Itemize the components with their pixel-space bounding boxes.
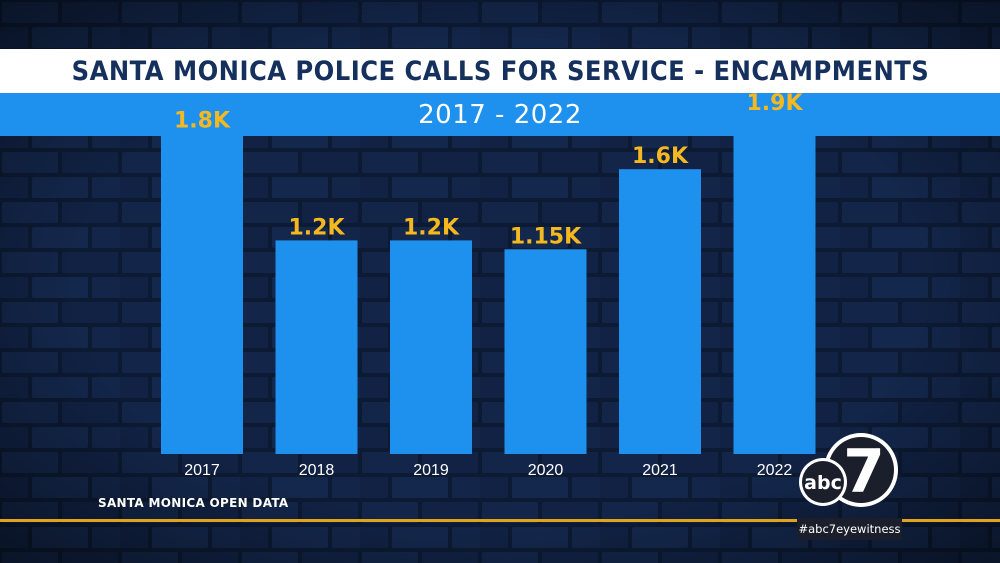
bar-2022 — [733, 115, 816, 455]
abc7-logo: 7 abc — [799, 433, 898, 507]
data-label-2021: 1.6K — [632, 144, 689, 169]
data-label-2017: 1.8K — [174, 109, 231, 134]
chart-subtitle: 2017 - 2022 — [418, 99, 582, 130]
x-tick-label-2021: 2021 — [642, 462, 678, 479]
hashtag-badge: #abc7eyewitness — [797, 518, 902, 540]
data-label-2022: 1.9K — [746, 91, 803, 116]
bar-2018 — [275, 240, 358, 454]
data-label-2019: 1.2K — [403, 215, 460, 240]
title-bar: SANTA MONICA POLICE CALLS FOR SERVICE - … — [0, 49, 1000, 93]
bar-2017 — [161, 133, 243, 454]
data-label-2020: 1.15K — [510, 224, 582, 249]
bar-2021 — [619, 169, 701, 454]
bar-2019 — [390, 240, 472, 454]
logo-text: abc — [804, 472, 842, 494]
x-tick-label-2019: 2019 — [413, 462, 449, 479]
x-tick-label-2018: 2018 — [299, 462, 335, 479]
bar-2020 — [504, 249, 587, 454]
x-tick-label-2020: 2020 — [528, 462, 564, 479]
data-label-2018: 1.2K — [288, 215, 345, 240]
x-tick-label-2017: 2017 — [184, 462, 220, 479]
source-credit: SANTA MONICA OPEN DATA — [98, 496, 289, 510]
gold-divider-line — [0, 519, 1000, 522]
chart-title: SANTA MONICA POLICE CALLS FOR SERVICE - … — [71, 55, 929, 87]
logo-number: 7 — [843, 437, 885, 507]
subtitle-bar: 2017 - 2022 — [0, 93, 1000, 136]
x-tick-label-2022: 2022 — [757, 462, 793, 479]
